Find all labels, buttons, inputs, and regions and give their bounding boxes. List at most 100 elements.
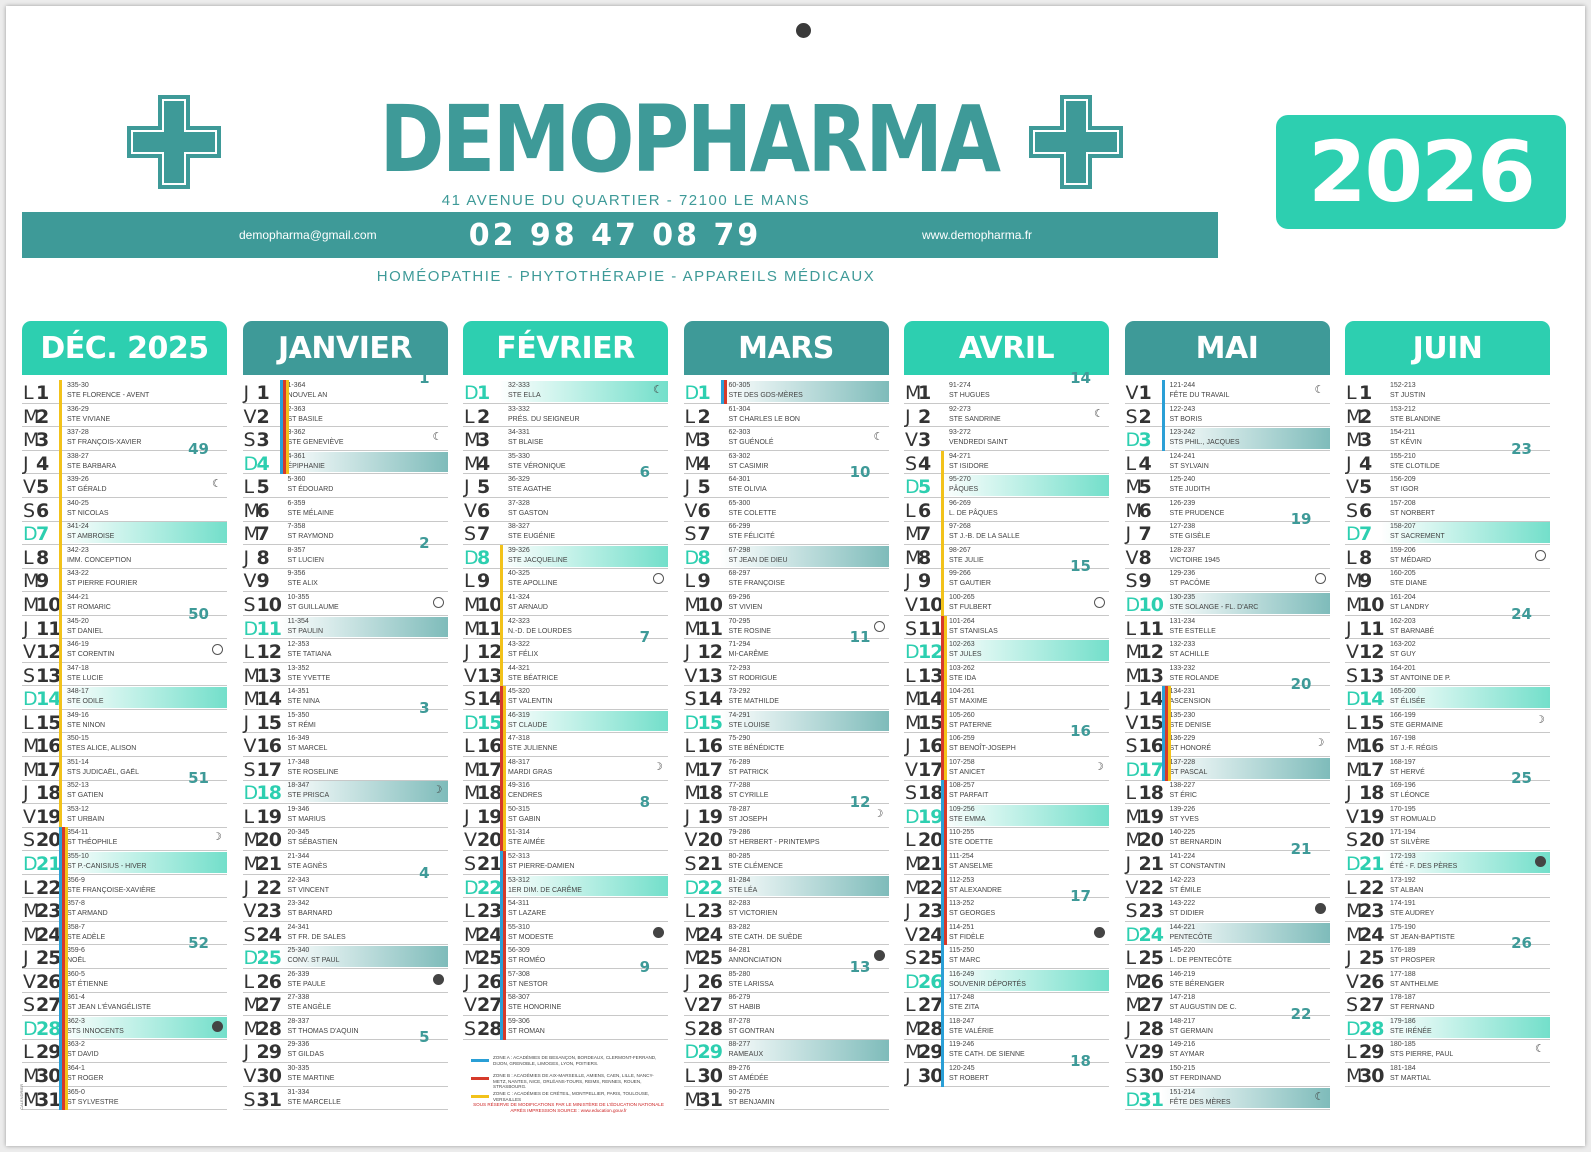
day-count: 114-251 <box>949 923 975 931</box>
saint-name: ST FRANÇOIS-XAVIER <box>67 439 142 447</box>
school-holiday-bar-zone-c <box>941 521 944 546</box>
day-number: 25 <box>477 947 502 970</box>
email-link[interactable]: demopharma@gmail.com <box>239 228 377 242</box>
school-holiday-bar-zone-b <box>941 662 944 687</box>
weekday-letter: V <box>23 641 36 664</box>
week-number: 1 <box>419 369 430 387</box>
day-row: M 2 153-212 STE BLANDINE <box>1345 404 1550 428</box>
weekday-letter: L <box>905 829 916 852</box>
weekday-letter: M <box>684 923 701 946</box>
website-link[interactable]: www.demopharma.fr <box>922 228 1033 242</box>
weekday-letter: M <box>243 994 260 1017</box>
day-number: 1 <box>256 382 270 404</box>
saint-name: STE LUCIE <box>67 674 104 682</box>
school-holiday-bar-zone-b <box>500 686 503 710</box>
weekday-letter: D <box>1125 923 1141 946</box>
week-number: 3 <box>419 698 430 717</box>
saint-name: ST BASILE <box>287 415 323 423</box>
day-row: J 15 15-350 ST RÉMI 3 <box>242 699 448 734</box>
weekday-letter: M <box>464 782 481 805</box>
day-row: M 18 49-316 CENDRES <box>463 780 668 804</box>
day-number: 27 <box>697 994 723 1017</box>
day-row: D 28 179-186 STE IRÉNÉE <box>1345 1016 1550 1040</box>
weekday-letter: V <box>1346 476 1359 499</box>
day-number: 12 <box>36 641 61 664</box>
school-holiday-bar-zone-c <box>1167 709 1171 734</box>
weekday-letter: M <box>1346 1064 1363 1087</box>
day-count: 139-226 <box>1169 805 1196 813</box>
legend-note: SOUS RÉSERVE DE MODIFICATIONS PAR LE MIN… <box>473 1102 664 1113</box>
day-count: 53-312 <box>508 876 530 884</box>
day-row: V 23 23-342 ST BARNARD <box>242 898 448 922</box>
day-number: 20 <box>477 829 502 852</box>
day-row: M 24 358-7 STE ADÈLE <box>22 921 227 946</box>
school-holiday-bar-zone-b <box>500 756 503 781</box>
day-number: 13 <box>1138 664 1164 687</box>
school-holiday-bar-zone-b <box>62 1039 65 1064</box>
day-number: 26 <box>256 970 282 993</box>
day-count: 112-253 <box>949 876 975 884</box>
weekday-letter: M <box>23 405 40 428</box>
day-count: 21-344 <box>287 853 310 860</box>
saint-name: STE TATIANA <box>287 651 332 659</box>
day-count: 120-245 <box>949 1064 975 1072</box>
week-number: 11 <box>849 628 871 647</box>
saint-name: L. DE PÂQUES <box>949 509 998 517</box>
day-row: V 5 156-209 ST IGOR <box>1345 474 1550 498</box>
day-number: 3 <box>256 429 270 452</box>
weekday-letter: D <box>464 546 479 569</box>
day-number: 8 <box>1359 546 1372 569</box>
week-number: 21 <box>1290 840 1312 858</box>
day-number: 17 <box>477 758 502 781</box>
day-number: 23 <box>36 900 61 923</box>
day-row: D 7 158-207 ST SACREMENT <box>1345 521 1550 545</box>
saint-name: ST AMÉDÉE <box>728 1074 769 1082</box>
day-row: J 16 106-259 ST BENOÎT-JOSEPH 16 <box>904 722 1109 757</box>
day-number: 14 <box>697 688 723 711</box>
day-row: D 1 60-305 STE DES GDS-MÈRES <box>683 380 889 404</box>
day-number: 2 <box>256 405 270 428</box>
saint-name: ST MAXIME <box>949 698 988 706</box>
moon-phase-icon: ☽ <box>1535 713 1545 726</box>
school-holiday-bar-zone-c <box>59 686 62 710</box>
saint-name: ST JEAN L'ÉVANGÉLISTE <box>67 1004 151 1012</box>
day-number: 21 <box>1359 853 1384 875</box>
weekday-letter: J <box>1125 1017 1132 1040</box>
saint-name: ST BLAISE <box>508 439 544 447</box>
sunday-highlight <box>278 616 448 638</box>
school-holiday-bar-zone-a <box>941 851 944 875</box>
day-count: 357-8 <box>67 900 85 908</box>
day-count: 341-24 <box>67 523 89 531</box>
school-holiday-bar-zone-c <box>941 544 944 569</box>
day-count: 87-278 <box>728 1017 751 1025</box>
weekday-letter: D <box>905 805 920 828</box>
saint-name: ST ALEXANDRE <box>949 886 1002 894</box>
saint-name: STE COLETTE <box>728 509 777 517</box>
saint-name: L. DE PENTECÔTE <box>1169 957 1232 965</box>
weekday-letter: D <box>684 1041 700 1064</box>
month-column: MARS D 1 60-305 STE DES GDS-MÈRES L 2 61-304 ST … <box>683 321 889 1131</box>
saint-name: ST ROMÉO <box>508 957 546 965</box>
day-row: M 2 336-29 STE VIVIANE <box>22 403 227 428</box>
moon-phase-icon <box>1314 573 1326 585</box>
day-row: M 13 13-352 STE YVETTE <box>242 663 448 687</box>
weekday-letter: V <box>1125 546 1139 569</box>
day-count: 337-28 <box>67 429 89 437</box>
school-holiday-bar-zone-b <box>944 898 947 922</box>
day-number: 27 <box>477 994 502 1017</box>
school-holiday-bar-zone-b <box>62 1015 65 1040</box>
day-number: 11 <box>1359 617 1384 640</box>
weekday-letter: J <box>905 1064 911 1087</box>
moon-phase-icon <box>1094 926 1105 938</box>
weekday-letter: J <box>684 641 691 664</box>
weekday-letter: D <box>905 641 920 664</box>
day-count: 168-197 <box>1390 758 1416 766</box>
day-count: 51-314 <box>508 829 530 837</box>
day-number: 2 <box>697 405 711 428</box>
weekday-letter: S <box>905 947 918 970</box>
school-holiday-bar-zone-c <box>500 568 503 593</box>
saint-name: ASCENSION <box>1169 698 1211 706</box>
day-number: 29 <box>1359 1041 1384 1064</box>
day-number: 13 <box>697 664 723 687</box>
saint-name: ST RÉMI <box>287 721 316 729</box>
